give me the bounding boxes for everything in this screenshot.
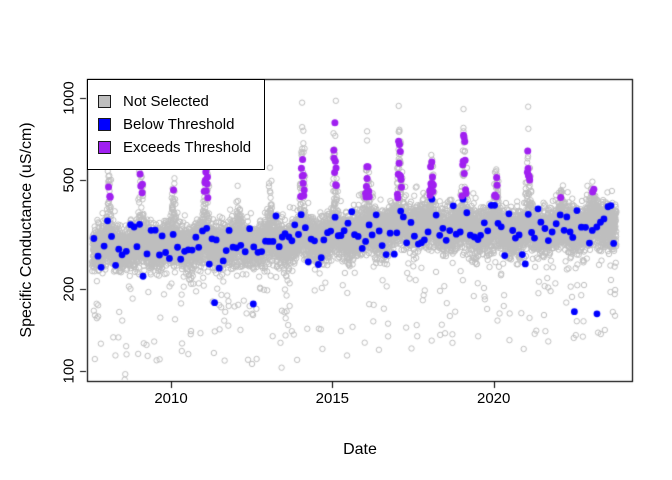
below-threshold-swatch-icon [98, 118, 111, 131]
legend-label-exceeds-threshold: Exceeds Threshold [123, 139, 252, 156]
legend-label-below-threshold: Below Threshold [123, 116, 235, 133]
exceeds-threshold-swatch-icon [98, 141, 111, 154]
not-selected-swatch-icon [98, 95, 111, 108]
legend-item-not-selected: Not Selected [98, 90, 264, 113]
x-tick-label-2010: 2010 [154, 390, 188, 407]
x-tick-label-2015: 2015 [315, 390, 350, 407]
x-axis-title: Date [343, 441, 377, 458]
legend-label-not-selected: Not Selected [123, 93, 209, 110]
y-tick-label-500: 500 [60, 167, 78, 193]
legend-box: Not Selected Below Threshold Exceeds Thr… [87, 79, 265, 170]
y-axis-title: Specific Conductance (uS/cm) [18, 122, 35, 338]
legend-item-exceeds-threshold: Exceeds Threshold [98, 136, 264, 159]
x-tick-label-2020: 2020 [477, 390, 511, 407]
y-tick-label-1000: 1000 [60, 81, 78, 115]
y-tick-label-100: 100 [60, 358, 78, 384]
y-tick-label-200: 200 [60, 276, 78, 302]
legend-item-below-threshold: Below Threshold [98, 113, 264, 136]
